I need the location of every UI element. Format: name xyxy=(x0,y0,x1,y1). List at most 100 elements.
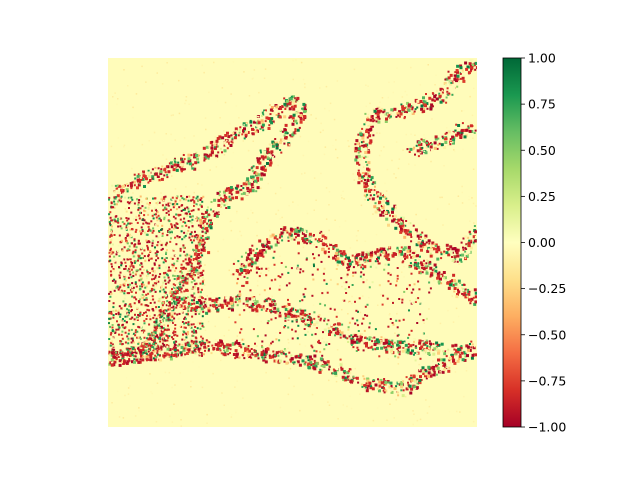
heatmap-cell xyxy=(425,339,428,342)
heatmap-cell xyxy=(109,290,112,293)
heatmap-cell xyxy=(341,260,344,264)
heatmap-cell xyxy=(464,355,467,358)
heatmap-cell xyxy=(118,276,121,279)
heatmap-cell xyxy=(113,200,116,203)
heatmap-cell xyxy=(223,149,227,153)
heatmap-cell xyxy=(422,246,425,249)
heatmap-cell xyxy=(156,251,159,253)
heatmap-cell xyxy=(214,343,218,347)
heatmap-cell xyxy=(217,303,220,306)
heatmap-cell xyxy=(162,261,165,264)
heatmap-cell xyxy=(445,366,448,369)
heatmap-cell xyxy=(161,302,164,305)
heatmap-cell xyxy=(422,343,425,346)
heatmap-cell xyxy=(112,243,114,246)
heatmap-cell xyxy=(160,244,163,247)
heatmap-cell xyxy=(176,351,179,354)
heatmap-cell xyxy=(421,239,424,242)
heatmap-cell xyxy=(453,287,457,290)
heatmap-cell xyxy=(363,144,366,147)
heatmap-cell xyxy=(366,184,369,187)
heatmap-cell xyxy=(126,242,129,245)
heatmap-cell xyxy=(215,214,219,218)
heatmap-cell xyxy=(147,174,151,178)
heatmap-cell xyxy=(200,248,204,252)
heatmap-cell xyxy=(376,249,380,253)
heatmap-cell xyxy=(118,363,122,367)
heatmap-cell xyxy=(180,292,182,294)
heatmap-cell xyxy=(177,317,180,320)
heatmap-cell xyxy=(153,263,156,266)
heatmap-cell xyxy=(140,329,143,332)
heatmap-cell xyxy=(261,276,264,279)
heatmap-cell xyxy=(362,166,365,168)
heatmap-cell xyxy=(447,348,450,351)
heatmap-cell xyxy=(369,118,373,122)
heatmap-cell xyxy=(303,295,306,298)
heatmap-cell xyxy=(360,141,363,144)
heatmap-cell xyxy=(130,235,133,237)
heatmap-cell xyxy=(108,221,111,224)
heatmap-cell xyxy=(178,299,181,302)
heatmap-cell xyxy=(467,71,471,75)
heatmap-cell xyxy=(128,249,131,252)
heatmap-cell xyxy=(168,348,172,352)
heatmap-cell xyxy=(425,93,427,95)
heatmap-cell xyxy=(149,344,153,348)
heatmap-cell xyxy=(270,152,273,155)
heatmap-cell xyxy=(256,352,259,355)
heatmap-cell xyxy=(151,270,154,272)
heatmap-cell xyxy=(336,257,340,261)
heatmap-cell xyxy=(109,229,112,232)
heatmap-cell xyxy=(191,215,194,218)
heatmap-cell xyxy=(240,346,243,349)
heatmap-cell xyxy=(125,265,127,268)
heatmap-cell xyxy=(397,346,400,349)
heatmap-cell xyxy=(378,209,381,212)
heatmap-cell xyxy=(362,140,365,143)
heatmap-cell xyxy=(170,161,173,165)
heatmap-cell xyxy=(357,330,360,332)
heatmap-cell xyxy=(141,281,144,284)
heatmap-cell xyxy=(167,336,170,339)
heatmap-cell xyxy=(456,293,459,296)
heatmap-cell xyxy=(369,127,373,131)
heatmap-cell xyxy=(193,299,195,302)
heatmap-cell xyxy=(308,355,312,359)
heatmap-cell xyxy=(145,359,148,362)
heatmap-cell xyxy=(296,264,299,267)
heatmap-cell xyxy=(396,112,400,116)
heatmap-cell xyxy=(398,382,402,386)
heatmap-cell xyxy=(207,345,210,348)
heatmap-cell xyxy=(148,272,151,274)
heatmap-cell xyxy=(269,104,271,106)
heatmap-cell xyxy=(370,188,373,191)
heatmap-cell xyxy=(287,393,290,396)
heatmap-cell xyxy=(416,234,420,238)
heatmap-cell xyxy=(359,257,363,261)
heatmap-cell xyxy=(162,281,165,284)
heatmap-cell xyxy=(474,68,477,71)
heatmap-cell xyxy=(168,220,171,223)
heatmap-cell xyxy=(207,349,210,352)
heatmap-cell xyxy=(148,309,151,312)
heatmap-cell xyxy=(406,254,409,257)
heatmap-cell xyxy=(176,284,178,287)
heatmap-cell xyxy=(382,294,385,297)
heatmap-cell xyxy=(447,93,450,96)
heatmap-cell xyxy=(304,287,307,290)
heatmap-cell xyxy=(343,260,346,263)
heatmap-cell xyxy=(406,94,408,96)
heatmap-cell xyxy=(464,245,468,249)
heatmap-cell xyxy=(466,345,470,349)
heatmap-cell xyxy=(171,348,174,351)
heatmap-cell xyxy=(424,348,428,352)
heatmap-cell xyxy=(236,301,240,305)
heatmap-cell xyxy=(310,241,313,243)
heatmap-cell xyxy=(254,350,257,353)
heatmap-cell xyxy=(148,347,151,350)
heatmap-cell xyxy=(255,172,259,176)
heatmap-cell xyxy=(125,239,128,242)
heatmap-cell xyxy=(187,273,190,276)
heatmap-cell xyxy=(163,344,165,347)
